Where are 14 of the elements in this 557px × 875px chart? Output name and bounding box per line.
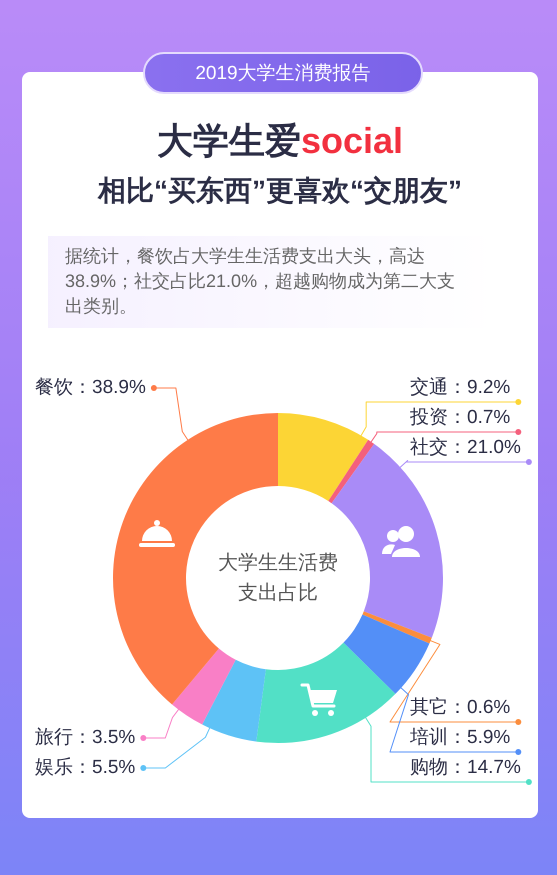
text: 大学生生活费支出占比 [218,552,338,604]
slice-label: 娱乐：5.5% [35,757,136,778]
chart-subtitle: 相比“买东西”更喜欢“交朋友” [98,175,462,206]
slice-label: 旅行：3.5% [35,727,136,748]
text: 据统计，餐饮占大学生生活费支出大头，高达38.9%；社交占比21.0%，超越购物成为第二大支出类别。 [65,246,456,316]
slice-label: 其它：0.6% [410,696,510,718]
slice-label: 餐饮：38.9% [35,377,146,398]
slice-label: 投资：0.7% [409,407,510,428]
chart-title: 大学生爱social [156,120,404,161]
slice-label: 购物：14.7% [410,757,521,778]
slice-label: 交通：9.2% [410,376,510,398]
text: 2019大学生消费报告 [195,62,371,86]
slice-label: 社交：21.0% [410,436,521,458]
slice-label: 培训：5.9% [409,726,510,748]
